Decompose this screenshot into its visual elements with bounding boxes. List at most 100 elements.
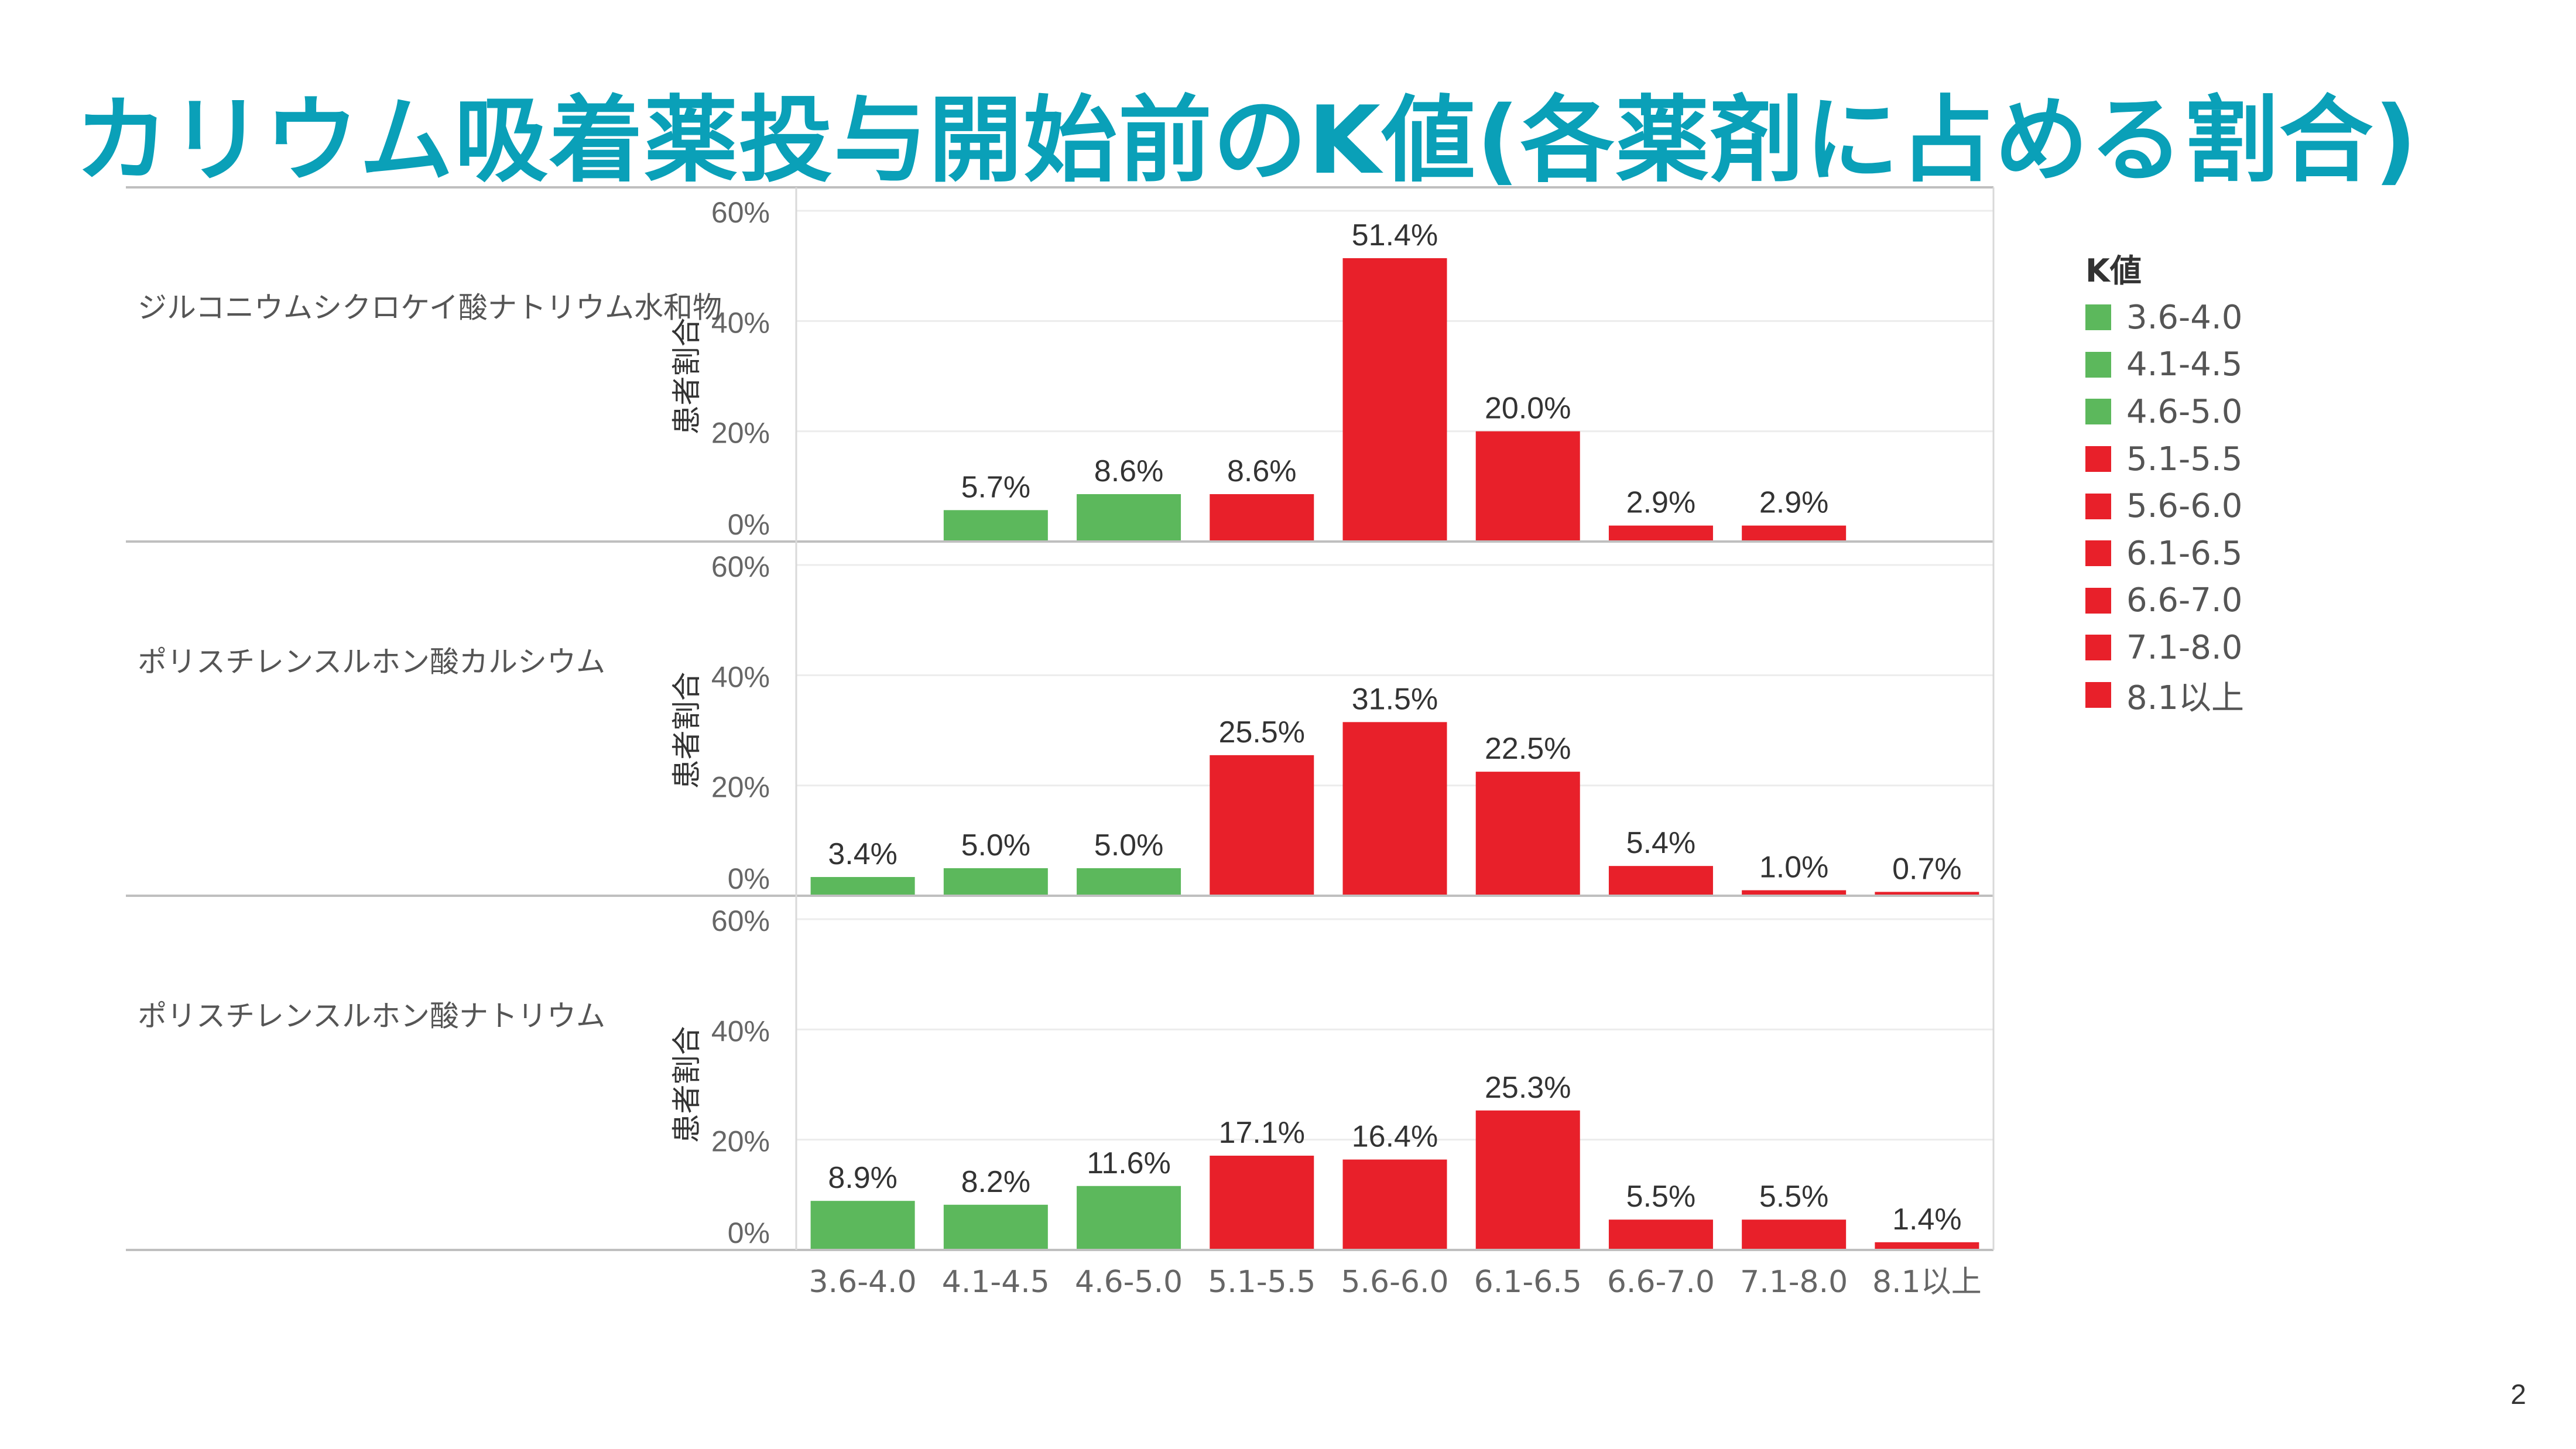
data-label: 5.0% bbox=[1094, 828, 1164, 862]
y-tick-label: 60% bbox=[711, 196, 770, 229]
bar bbox=[1742, 1220, 1847, 1250]
y-tick-label: 0% bbox=[728, 862, 770, 895]
legend-swatch bbox=[2085, 635, 2111, 661]
legend-label: 5.6-6.0 bbox=[2126, 487, 2243, 526]
legend-item: 7.1-8.0 bbox=[2085, 624, 2244, 672]
x-tick-label: 6.1-6.5 bbox=[1474, 1265, 1582, 1300]
data-label: 2.9% bbox=[1626, 486, 1696, 520]
y-tick-label: 60% bbox=[711, 905, 770, 937]
legend-label: 3.6-4.0 bbox=[2126, 298, 2243, 337]
y-tick-label: 60% bbox=[711, 550, 770, 583]
bar bbox=[1875, 1242, 1979, 1250]
row-label: ジルコニウムシクロケイ酸ナトリウム水和物 bbox=[138, 291, 722, 325]
x-tick-label: 7.1-8.0 bbox=[1740, 1265, 1848, 1300]
y-axis-label: 患者割合 bbox=[670, 318, 704, 435]
data-label: 11.6% bbox=[1087, 1146, 1171, 1180]
data-label: 8.6% bbox=[1094, 454, 1164, 488]
data-label: 5.5% bbox=[1626, 1180, 1696, 1214]
legend-label: 8.1以上 bbox=[2126, 679, 2245, 717]
legend-swatch bbox=[2085, 304, 2111, 331]
x-tick-label: 4.6-5.0 bbox=[1075, 1265, 1183, 1300]
legend-item: 4.6-5.0 bbox=[2085, 388, 2244, 436]
bar bbox=[1608, 866, 1713, 896]
legend-swatch bbox=[2085, 493, 2111, 519]
legend-item: 3.6-4.0 bbox=[2085, 294, 2244, 341]
legend-swatch bbox=[2085, 446, 2111, 472]
y-tick-label: 0% bbox=[728, 508, 770, 541]
bar bbox=[810, 876, 915, 896]
bar bbox=[1608, 1220, 1713, 1250]
legend-label: 4.6-5.0 bbox=[2126, 392, 2243, 431]
data-label: 51.4% bbox=[1352, 218, 1438, 252]
legend-label: 5.1-5.5 bbox=[2126, 440, 2243, 478]
legend-swatch bbox=[2085, 682, 2111, 708]
bar bbox=[1342, 258, 1447, 542]
data-label: 5.0% bbox=[961, 828, 1031, 862]
bar bbox=[1077, 494, 1181, 542]
legend-label: 7.1-8.0 bbox=[2126, 628, 2243, 667]
bar bbox=[1077, 868, 1181, 896]
legend-item: 5.1-5.5 bbox=[2085, 436, 2244, 483]
data-label: 25.5% bbox=[1219, 715, 1305, 749]
legend-label: 4.1-4.5 bbox=[2126, 345, 2243, 384]
data-label: 5.7% bbox=[961, 470, 1031, 504]
legend-item: 8.1以上 bbox=[2085, 672, 2244, 719]
legend-title: K値 bbox=[2085, 252, 2142, 289]
bar bbox=[1608, 525, 1713, 542]
bar bbox=[943, 868, 1048, 896]
legend-item: 6.6-7.0 bbox=[2085, 577, 2244, 625]
data-label: 5.4% bbox=[1626, 826, 1696, 860]
x-tick-label: 8.1以上 bbox=[1872, 1265, 1982, 1300]
legend-item: 5.6-6.0 bbox=[2085, 482, 2244, 530]
row-label: ポリスチレンスルホン酸ナトリウム bbox=[138, 999, 605, 1033]
data-label: 3.4% bbox=[828, 837, 898, 871]
legend: K値 3.6-4.0 4.1-4.5 4.6-5.0 5.1-5.5 5.6-6.0 6.… bbox=[2085, 245, 2244, 718]
y-tick-label: 0% bbox=[728, 1217, 770, 1249]
y-tick-label: 40% bbox=[711, 1015, 770, 1047]
data-label: 20.0% bbox=[1485, 392, 1571, 426]
y-tick-label: 20% bbox=[711, 771, 770, 804]
legend-swatch bbox=[2085, 351, 2111, 378]
x-tick-label: 5.1-5.5 bbox=[1208, 1265, 1316, 1300]
y-tick-label: 20% bbox=[711, 1125, 770, 1158]
data-label: 17.1% bbox=[1219, 1116, 1305, 1150]
y-tick-label: 40% bbox=[711, 660, 770, 693]
bar bbox=[1875, 892, 1979, 896]
legend-item: 6.1-6.5 bbox=[2085, 530, 2244, 577]
data-label: 16.4% bbox=[1352, 1120, 1438, 1154]
bar bbox=[1475, 772, 1580, 896]
bar bbox=[810, 1201, 915, 1250]
legend-label: 6.1-6.5 bbox=[2126, 534, 2243, 573]
data-label: 8.6% bbox=[1227, 454, 1297, 488]
bar bbox=[1742, 525, 1847, 542]
y-axis-label: 患者割合 bbox=[670, 672, 704, 789]
legend-swatch bbox=[2085, 540, 2111, 567]
bar bbox=[1077, 1186, 1181, 1250]
page-title: カリウム吸着薬投与開始前のK値(各薬剤に占める割合) bbox=[75, 85, 2419, 195]
x-tick-label: 4.1-4.5 bbox=[942, 1265, 1050, 1300]
data-label: 1.4% bbox=[1892, 1203, 1962, 1236]
y-axis-label: 患者割合 bbox=[670, 1026, 704, 1143]
page-number: 2 bbox=[2510, 1379, 2526, 1410]
legend-label: 6.6-7.0 bbox=[2126, 581, 2243, 620]
data-label: 0.7% bbox=[1892, 852, 1962, 886]
data-label: 31.5% bbox=[1352, 682, 1438, 716]
x-tick-label: 5.6-6.0 bbox=[1341, 1265, 1448, 1300]
legend-swatch bbox=[2085, 587, 2111, 614]
bar bbox=[1210, 494, 1314, 542]
x-tick-label: 3.6-4.0 bbox=[809, 1265, 917, 1300]
data-label: 1.0% bbox=[1759, 851, 1829, 885]
data-label: 8.2% bbox=[961, 1165, 1031, 1199]
data-label: 8.9% bbox=[828, 1161, 898, 1195]
data-label: 22.5% bbox=[1485, 732, 1571, 766]
bar bbox=[943, 510, 1048, 542]
data-label: 25.3% bbox=[1485, 1071, 1571, 1105]
row-label: ポリスチレンスルホン酸カルシウム bbox=[138, 645, 605, 679]
x-tick-label: 6.6-7.0 bbox=[1607, 1265, 1715, 1300]
data-label: 5.5% bbox=[1759, 1180, 1829, 1214]
bar bbox=[1210, 755, 1314, 896]
y-tick-label: 20% bbox=[711, 417, 770, 450]
bar bbox=[1342, 722, 1447, 896]
bar bbox=[1475, 1110, 1580, 1250]
